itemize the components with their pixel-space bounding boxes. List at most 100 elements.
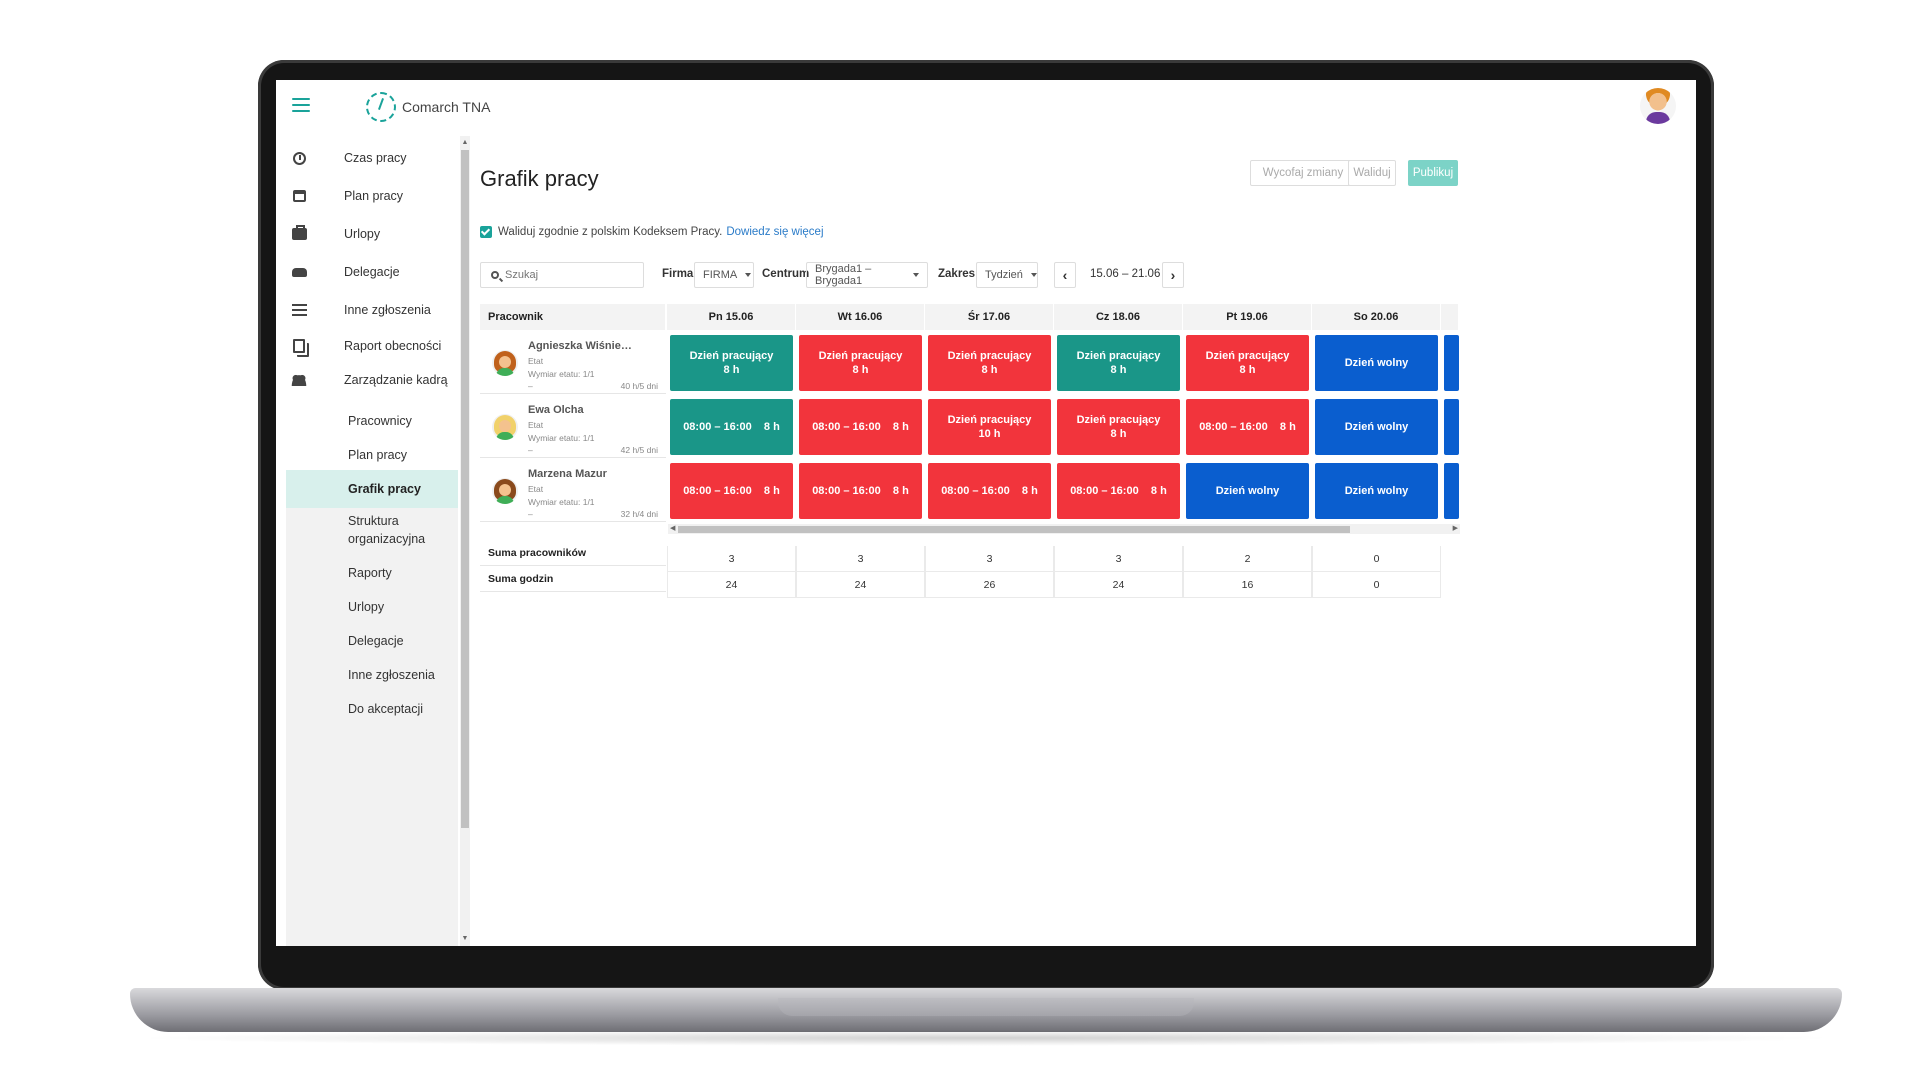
shift-label: 08:00 – 16:00 8 h bbox=[1199, 421, 1296, 433]
next-week-button[interactable]: › bbox=[1162, 262, 1184, 288]
publish-button[interactable]: Publikuj bbox=[1408, 160, 1458, 186]
logo-clock-icon bbox=[366, 92, 396, 122]
range-select[interactable]: Tydzień bbox=[976, 262, 1038, 288]
shift-cell-over[interactable]: Dzień pracujący 8 h bbox=[1057, 399, 1180, 455]
submenu-item-plan-pracy[interactable]: Plan pracy bbox=[286, 436, 458, 474]
sidebar-item-urlopy[interactable]: Urlopy bbox=[276, 214, 456, 254]
chevron-down-icon bbox=[745, 273, 752, 277]
submenu-item-delegacje[interactable]: Delegacje bbox=[286, 622, 458, 660]
shift-cell-free[interactable]: Dzień wolny bbox=[1186, 463, 1309, 519]
employee-dash: – bbox=[528, 509, 533, 519]
day-column-header: Śr 17.06 bbox=[925, 304, 1054, 330]
validate-checkbox[interactable] bbox=[480, 226, 492, 238]
employee-hours: 32 h/4 dni bbox=[620, 509, 658, 519]
sum-employees-cell: 3 bbox=[667, 546, 796, 572]
grid-horizontal-scrollbar[interactable]: ◀ ▶ bbox=[668, 524, 1460, 534]
learn-more-link[interactable]: Dowiedz się więcej bbox=[726, 226, 824, 238]
sidebar-item-zarzadzanie-kadra[interactable]: Zarządzanie kadrą bbox=[276, 360, 456, 400]
shift-label: Dzień pracujący bbox=[947, 350, 1032, 362]
submenu-item-label: Grafik pracy bbox=[348, 482, 421, 496]
shift-cell-partial[interactable] bbox=[1444, 463, 1459, 519]
sidebar-item-czas-pracy[interactable]: Czas pracy bbox=[276, 138, 456, 178]
employee-row[interactable]: Marzena Mazur Etat Wymiar etatu: 1/1 – 32 h/… bbox=[480, 460, 666, 522]
sidebar-scroll-thumb[interactable] bbox=[461, 150, 469, 828]
submenu-item-grafik-pracy[interactable]: Grafik pracy bbox=[286, 470, 458, 508]
submenu-item-struktura[interactable]: Struktura organizacyjna bbox=[286, 508, 458, 552]
submenu-background bbox=[286, 504, 458, 946]
employee-row[interactable]: Agnieszka Wiśnie… Etat Wymiar etatu: 1/1 – 4… bbox=[480, 332, 666, 394]
shift-cell-over[interactable]: 08:00 – 16:00 8 h bbox=[799, 463, 922, 519]
scroll-down-arrow-icon[interactable]: ▼ bbox=[461, 935, 469, 942]
submenu-item-urlopy[interactable]: Urlopy bbox=[286, 588, 458, 626]
withdraw-changes-button[interactable]: Wycofaj zmiany bbox=[1250, 160, 1356, 186]
shift-cell-free[interactable]: Dzień wolny bbox=[1315, 335, 1438, 391]
submenu-item-label: Urlopy bbox=[348, 600, 385, 614]
shift-cell-over[interactable]: Dzień pracujący 10 h bbox=[928, 399, 1051, 455]
sidebar-scrollbar[interactable]: ▲ ▼ bbox=[460, 136, 470, 946]
shift-cell-work[interactable]: 08:00 – 16:00 8 h bbox=[670, 399, 793, 455]
shift-cell-partial[interactable] bbox=[1444, 335, 1459, 391]
shift-cell-over[interactable]: Dzień pracujący 8 h bbox=[1186, 335, 1309, 391]
sidebar-item-label: Plan pracy bbox=[344, 189, 404, 203]
app-logo[interactable]: Comarch TNA bbox=[366, 92, 490, 122]
shift-cell-over[interactable]: 08:00 – 16:00 8 h bbox=[928, 463, 1051, 519]
company-select-value: FIRMA bbox=[703, 269, 738, 281]
scroll-up-arrow-icon[interactable]: ▲ bbox=[461, 139, 469, 146]
shift-hours: 8 h bbox=[1110, 428, 1127, 440]
employee-hours: 42 h/5 dni bbox=[620, 445, 658, 455]
shift-cell-partial[interactable] bbox=[1444, 399, 1459, 455]
shift-cell-over[interactable]: 08:00 – 16:00 8 h bbox=[1186, 399, 1309, 455]
employee-avatar bbox=[492, 414, 518, 440]
users-icon bbox=[291, 372, 307, 388]
submenu-item-pracownicy[interactable]: Pracownicy bbox=[286, 402, 458, 440]
app-screen: Comarch TNA Czas pracy Plan pracy Urlopy… bbox=[276, 80, 1696, 946]
list-icon bbox=[291, 302, 307, 318]
grid-scroll-thumb[interactable] bbox=[678, 526, 1350, 533]
search-box[interactable] bbox=[480, 262, 644, 288]
shift-cell-work[interactable]: Dzień pracujący 8 h bbox=[1057, 335, 1180, 391]
sidebar-item-raport-obecnosci[interactable]: Raport obecności bbox=[276, 326, 456, 366]
validate-button[interactable]: Waliduj bbox=[1348, 160, 1396, 186]
shift-hours: 8 h bbox=[723, 364, 740, 376]
company-label: Firma bbox=[662, 268, 694, 280]
scroll-right-arrow-icon[interactable]: ▶ bbox=[1452, 525, 1458, 532]
shift-cell-over[interactable]: 08:00 – 16:00 8 h bbox=[799, 399, 922, 455]
chevron-left-icon: ‹ bbox=[1062, 267, 1068, 283]
sum-hours-cell: 26 bbox=[925, 572, 1054, 598]
sidebar-item-delegacje[interactable]: Delegacje bbox=[276, 252, 456, 292]
shift-cell-free[interactable]: Dzień wolny bbox=[1315, 463, 1438, 519]
shift-cell-work[interactable]: Dzień pracujący 8 h bbox=[670, 335, 793, 391]
menu-icon[interactable] bbox=[292, 98, 310, 112]
scroll-left-arrow-icon[interactable]: ◀ bbox=[670, 525, 676, 532]
shift-cell-over[interactable]: 08:00 – 16:00 8 h bbox=[670, 463, 793, 519]
submenu-item-label: Raporty bbox=[348, 566, 392, 580]
shift-cell-over[interactable]: Dzień pracujący 8 h bbox=[799, 335, 922, 391]
employee-name: Marzena Mazur bbox=[528, 468, 607, 480]
shift-label: 08:00 – 16:00 8 h bbox=[812, 485, 909, 497]
submenu-item-raporty[interactable]: Raporty bbox=[286, 554, 458, 592]
sidebar-item-inne-zgloszenia[interactable]: Inne zgłoszenia bbox=[276, 290, 456, 330]
sidebar-item-label: Zarządzanie kadrą bbox=[344, 373, 448, 387]
submenu-item-inne-zgloszenia[interactable]: Inne zgłoszenia bbox=[286, 656, 458, 694]
validate-option: Waliduj zgodnie z polskim Kodeksem Pracy… bbox=[480, 226, 824, 238]
laptop-shadow bbox=[130, 1030, 1842, 1046]
employee-avatar bbox=[492, 350, 518, 376]
shift-label: 08:00 – 16:00 8 h bbox=[683, 485, 780, 497]
previous-week-button[interactable]: ‹ bbox=[1054, 262, 1076, 288]
employee-row[interactable]: Ewa Olcha Etat Wymiar etatu: 1/1 – 42 h/5 dn… bbox=[480, 396, 666, 458]
search-input[interactable] bbox=[505, 269, 625, 281]
shift-cell-free[interactable]: Dzień wolny bbox=[1315, 399, 1438, 455]
center-select[interactable]: Brygada1 – Brygada1 bbox=[806, 262, 928, 288]
schedule-grid: Pracownik Pn 15.06 Wt 16.06 Śr 17.06 Cz 18.… bbox=[480, 304, 1460, 604]
shift-label: Dzień pracujący bbox=[689, 350, 774, 362]
shift-label: Dzień pracujący bbox=[818, 350, 903, 362]
shift-cell-over[interactable]: Dzień pracujący 8 h bbox=[928, 335, 1051, 391]
sum-hours-label: Suma godzin bbox=[480, 566, 666, 592]
shift-label: 08:00 – 16:00 8 h bbox=[941, 485, 1038, 497]
submenu-item-do-akceptacji[interactable]: Do akceptacji bbox=[286, 690, 458, 728]
user-avatar[interactable] bbox=[1640, 88, 1676, 124]
shift-cell-over[interactable]: 08:00 – 16:00 8 h bbox=[1057, 463, 1180, 519]
shift-hours: 8 h bbox=[1110, 364, 1127, 376]
company-select[interactable]: FIRMA bbox=[694, 262, 754, 288]
sidebar-item-plan-pracy[interactable]: Plan pracy bbox=[276, 176, 456, 216]
